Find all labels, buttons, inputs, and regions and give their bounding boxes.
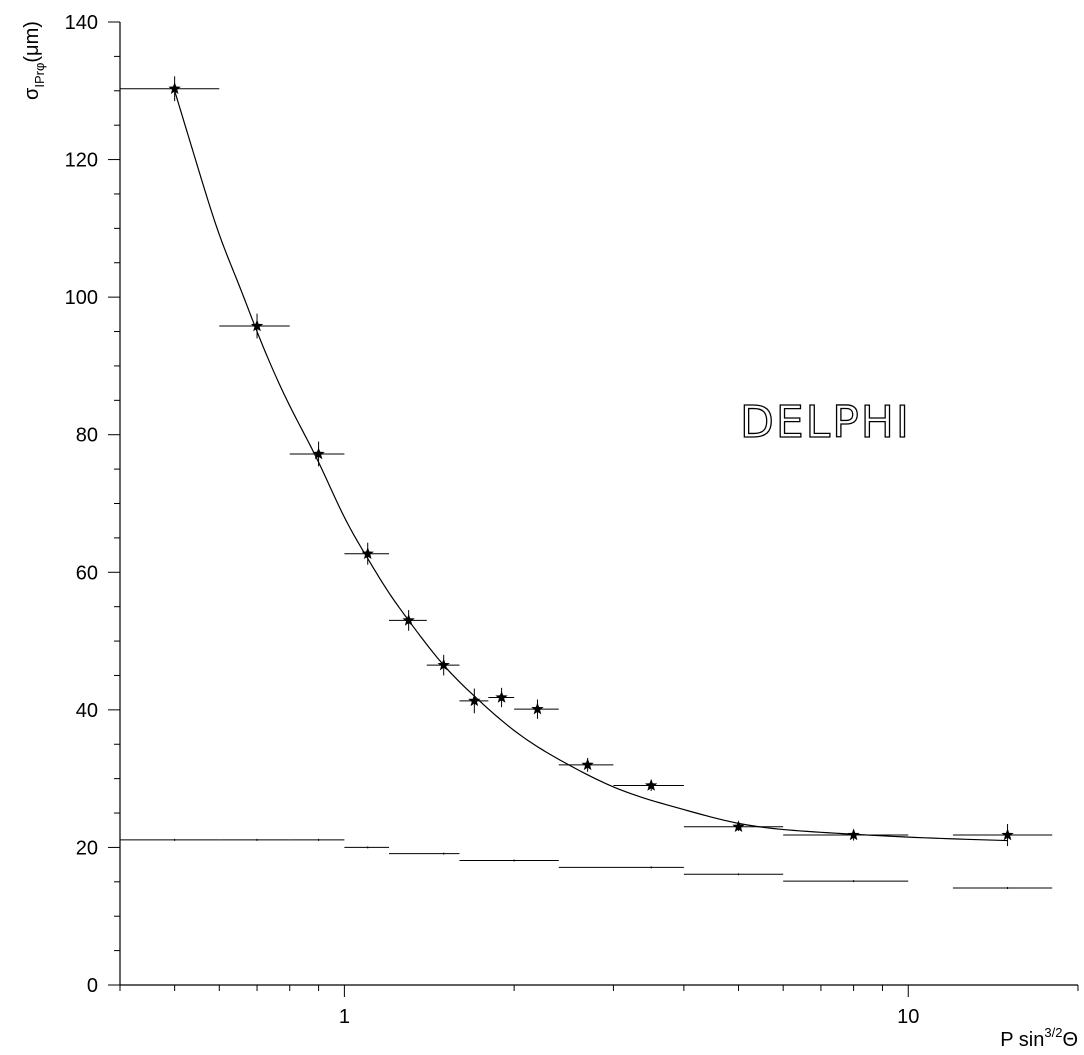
x-axis-label-tail: Θ bbox=[1062, 1029, 1078, 1051]
y-tick-label: 100 bbox=[65, 287, 98, 309]
star-marker bbox=[495, 690, 508, 703]
y-tick-label: 60 bbox=[76, 562, 98, 584]
star-marker bbox=[1001, 828, 1014, 841]
data-point bbox=[289, 441, 345, 467]
star-marker bbox=[581, 758, 594, 771]
data-point bbox=[514, 699, 559, 719]
data-point bbox=[389, 610, 427, 631]
y-axis: 0 20 40 60 80 100 120 140 bbox=[65, 12, 120, 997]
data-point bbox=[389, 852, 460, 855]
y-axis-label-unit: (μm) bbox=[21, 21, 43, 63]
star-marker bbox=[531, 702, 544, 715]
x-tick-label: 1 bbox=[339, 1006, 350, 1028]
plot-frame bbox=[119, 22, 1078, 986]
data-point bbox=[558, 758, 614, 772]
star-marker bbox=[847, 828, 860, 841]
star-marker bbox=[468, 694, 481, 707]
data-point bbox=[289, 838, 345, 841]
x-axis-label-superscript: 3/2 bbox=[1044, 1025, 1062, 1040]
fit-curve-layer bbox=[174, 90, 1008, 842]
data-point bbox=[952, 824, 1053, 847]
data-point bbox=[459, 688, 489, 714]
data-point bbox=[459, 859, 559, 862]
delphi-annotation: DELPHI bbox=[740, 397, 911, 448]
data-point bbox=[426, 654, 460, 676]
x-axis: 1 10 bbox=[119, 985, 1079, 1028]
y-tick-label: 120 bbox=[65, 150, 98, 172]
star-marker bbox=[437, 658, 450, 671]
x-axis-label-main: P sin bbox=[1000, 1029, 1044, 1051]
y-axis-label: σIPrφ(μm) bbox=[21, 21, 47, 100]
data-point bbox=[783, 880, 909, 883]
data-point bbox=[219, 838, 290, 841]
data-point bbox=[952, 887, 1053, 890]
y-axis-label-symbol: σ bbox=[21, 87, 43, 100]
star-marker bbox=[644, 779, 658, 791]
x-axis-label: P sin3/2Θ bbox=[1000, 1025, 1078, 1051]
data-point bbox=[120, 76, 220, 102]
y-tick-label: 0 bbox=[87, 975, 98, 997]
data-point bbox=[344, 846, 390, 849]
y-tick-label: 140 bbox=[65, 12, 98, 34]
fit-curve bbox=[174, 90, 1008, 842]
data-point bbox=[783, 828, 909, 841]
star-marker bbox=[312, 447, 325, 460]
data-point bbox=[558, 866, 684, 869]
data-point bbox=[344, 542, 390, 565]
y-tick-label: 80 bbox=[76, 425, 98, 447]
y-axis-label-subscript: IPrφ bbox=[32, 63, 47, 88]
star-marker bbox=[361, 547, 374, 559]
star-marker bbox=[732, 820, 745, 833]
x-tick-label: 10 bbox=[897, 1006, 919, 1028]
data-point bbox=[683, 873, 784, 876]
y-tick-label: 40 bbox=[76, 700, 98, 722]
data-point bbox=[488, 687, 515, 708]
star-marker bbox=[168, 82, 181, 94]
star-marker bbox=[250, 319, 264, 332]
series-layer bbox=[120, 76, 1053, 890]
data-point bbox=[120, 838, 220, 841]
y-tick-label: 20 bbox=[76, 837, 98, 859]
data-point bbox=[613, 779, 684, 792]
data-point bbox=[683, 820, 784, 833]
data-point bbox=[219, 313, 290, 339]
star-marker bbox=[402, 613, 415, 626]
resolution-limit-series bbox=[120, 838, 1053, 890]
measured-series bbox=[120, 76, 1053, 847]
